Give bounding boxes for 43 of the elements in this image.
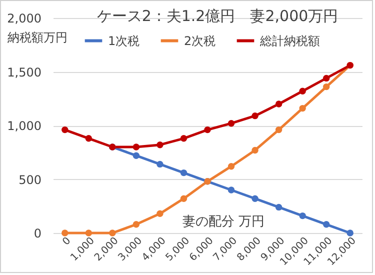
point xyxy=(299,104,306,112)
point xyxy=(252,195,258,202)
point xyxy=(156,142,164,148)
point xyxy=(299,88,306,94)
point xyxy=(180,135,188,142)
point xyxy=(85,135,92,142)
point xyxy=(228,186,235,194)
point xyxy=(180,169,188,176)
legend-label: 総計納税額 xyxy=(259,34,320,48)
point xyxy=(322,74,330,82)
y-tick-label: 1,000 xyxy=(7,119,42,133)
chart-title: ケース2：夫1.2億円 妻2,000万円 xyxy=(96,7,338,25)
point xyxy=(109,230,116,236)
point xyxy=(322,221,330,228)
point xyxy=(228,120,235,127)
point xyxy=(156,160,164,168)
point xyxy=(132,221,140,228)
y-tick-label: 0 xyxy=(34,226,42,240)
point xyxy=(132,144,140,150)
point xyxy=(228,163,235,170)
y-tick-label: 1,500 xyxy=(7,65,42,80)
point xyxy=(346,230,354,236)
y-axis-title: 納税額万円 xyxy=(8,30,68,44)
point xyxy=(275,100,282,108)
y-tick-label: 500 xyxy=(18,172,42,187)
y-tick-label: 2,000 xyxy=(7,12,42,26)
point xyxy=(252,112,258,120)
point xyxy=(322,83,330,90)
legend-label: 1次税 xyxy=(108,34,140,48)
point xyxy=(85,230,92,236)
point xyxy=(156,210,164,217)
point xyxy=(62,126,68,134)
point xyxy=(299,212,306,220)
point xyxy=(275,204,282,211)
point xyxy=(132,152,140,159)
point xyxy=(180,195,188,202)
point xyxy=(275,126,282,134)
point xyxy=(62,230,68,236)
x-tick-label: 0 xyxy=(60,236,74,248)
point xyxy=(252,146,258,154)
legend-label: 2次税 xyxy=(184,34,216,48)
x-axis-title: 妻の配分 万円 xyxy=(182,214,265,230)
point xyxy=(204,126,211,134)
